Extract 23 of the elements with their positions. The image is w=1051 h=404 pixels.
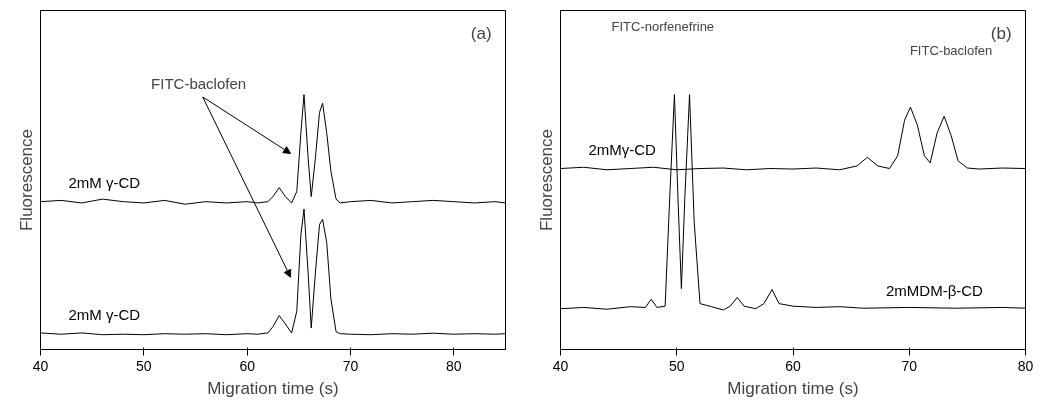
x-tick-label: 70: [901, 357, 918, 374]
x-tick-label: 60: [785, 357, 801, 374]
x-tick-label: 40: [32, 357, 49, 374]
series-label: 2mM γ-CD: [68, 305, 141, 323]
text: (a): [470, 24, 492, 44]
x-axis-title: Migration time (s): [207, 378, 339, 398]
x-tick-label: 70: [342, 357, 359, 374]
y-axis-title: Fluorescence: [536, 128, 556, 232]
x-tick-label: 80: [446, 357, 462, 374]
series-label: 2mMDM-β-CD: [886, 281, 984, 299]
y-axis-title: Fluorescence: [16, 128, 36, 232]
x-tick-label: 60: [239, 357, 256, 374]
x-tick-label: 80: [1017, 357, 1034, 374]
text: FITC-baclofen: [151, 74, 247, 92]
x-tick-label: 50: [136, 357, 152, 374]
x-axis-title: Migration time (s): [727, 378, 859, 398]
series-label: 2mMγ-CD: [588, 141, 657, 159]
x-tick-label: 50: [668, 357, 685, 374]
series-label: 2mM γ-CD: [68, 174, 141, 192]
text: FITC-norfenefrine: [611, 19, 715, 35]
text: FITC-baclofen: [909, 42, 993, 58]
text: (b): [990, 24, 1012, 44]
x-tick-label: 40: [552, 357, 569, 374]
